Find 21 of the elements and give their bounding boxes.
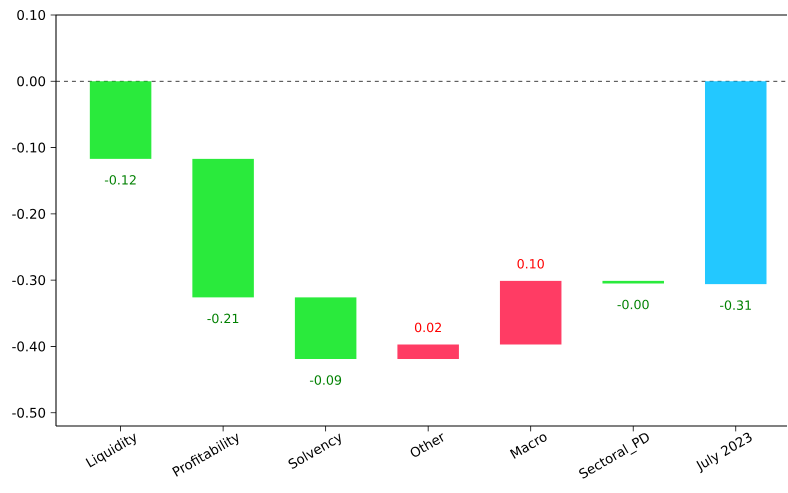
data-label: 0.10 xyxy=(517,259,544,269)
y-tick-label: -0.50 xyxy=(12,408,46,418)
data-label: -0.31 xyxy=(720,300,751,310)
bar xyxy=(602,280,664,284)
bar xyxy=(397,344,459,360)
data-label: 0.02 xyxy=(414,322,441,332)
data-label: -0.21 xyxy=(207,314,238,324)
bar xyxy=(90,81,152,159)
y-tick-label: 0.00 xyxy=(17,76,46,86)
y-tick-label: -0.10 xyxy=(12,142,46,153)
data-label: -0.09 xyxy=(310,375,342,385)
data-label: -0.00 xyxy=(618,300,649,310)
data-label: -0.12 xyxy=(104,175,136,185)
y-tick-label: 0.10 xyxy=(17,10,46,20)
y-tick-label: -0.30 xyxy=(12,275,46,286)
bar xyxy=(500,280,562,344)
bar xyxy=(294,297,356,360)
y-tick-label: -0.20 xyxy=(12,208,46,219)
bar xyxy=(704,81,767,284)
bar xyxy=(192,158,254,298)
y-tick-label: -0.40 xyxy=(12,341,46,352)
